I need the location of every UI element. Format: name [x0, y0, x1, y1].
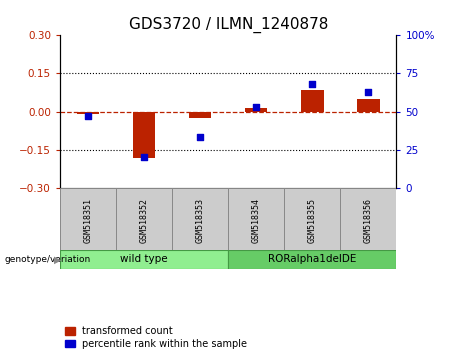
- Point: [140, 154, 148, 160]
- Bar: [228, 250, 396, 269]
- Bar: [189, 112, 211, 118]
- Point: [196, 135, 204, 140]
- Bar: [301, 90, 324, 112]
- Point: [84, 113, 92, 119]
- Bar: [340, 188, 396, 253]
- Text: GSM518353: GSM518353: [195, 198, 205, 243]
- Text: ▶: ▶: [54, 254, 62, 264]
- Bar: [133, 112, 155, 159]
- Point: [365, 89, 372, 95]
- Bar: [60, 188, 116, 253]
- Point: [253, 104, 260, 110]
- Bar: [116, 188, 172, 253]
- Title: GDS3720 / ILMN_1240878: GDS3720 / ILMN_1240878: [129, 16, 328, 33]
- Bar: [357, 99, 379, 112]
- Text: GSM518355: GSM518355: [308, 198, 317, 243]
- Point: [309, 81, 316, 87]
- Text: GSM518351: GSM518351: [83, 198, 93, 243]
- Bar: [284, 188, 340, 253]
- Text: RORalpha1delDE: RORalpha1delDE: [268, 254, 356, 264]
- Bar: [245, 108, 267, 112]
- Bar: [228, 188, 284, 253]
- Text: genotype/variation: genotype/variation: [5, 255, 91, 264]
- Bar: [60, 250, 228, 269]
- Text: GSM518356: GSM518356: [364, 198, 373, 243]
- Bar: [77, 112, 99, 114]
- Bar: [172, 188, 228, 253]
- Text: GSM518352: GSM518352: [140, 198, 148, 243]
- Text: GSM518354: GSM518354: [252, 198, 261, 243]
- Text: wild type: wild type: [120, 254, 168, 264]
- Legend: transformed count, percentile rank within the sample: transformed count, percentile rank withi…: [65, 326, 247, 349]
